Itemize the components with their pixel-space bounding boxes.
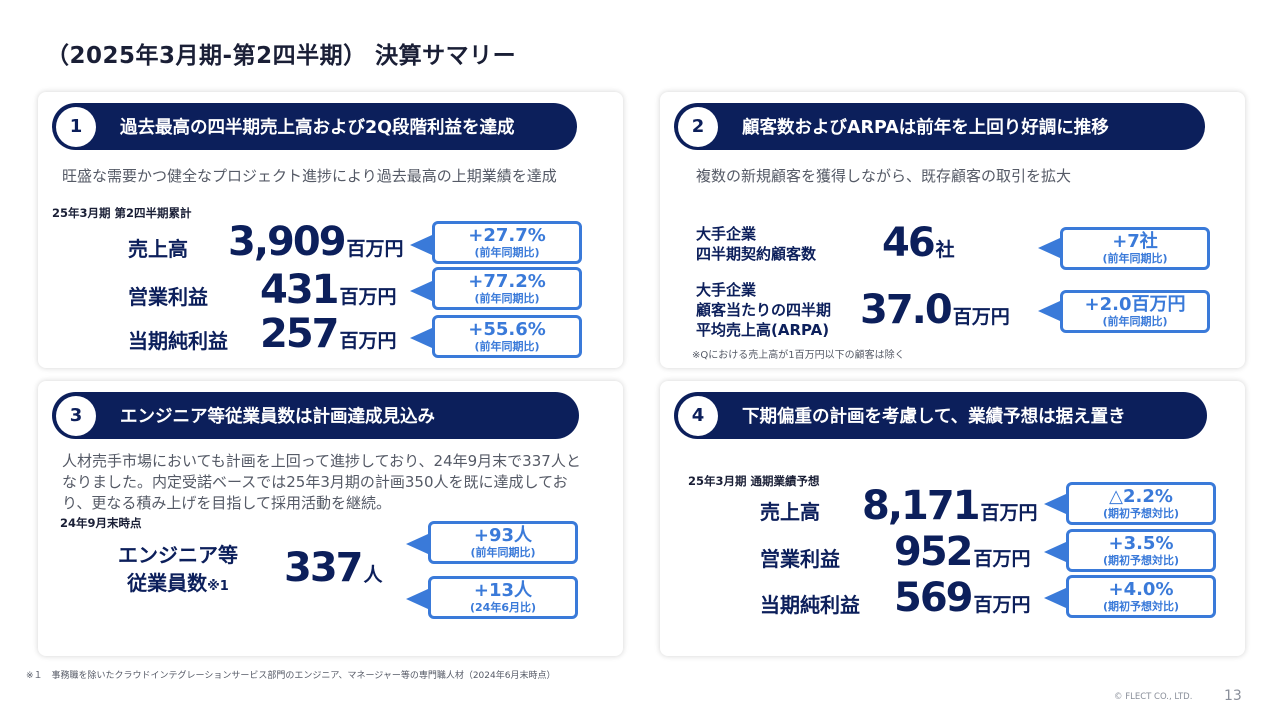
forecast-value-net-income: 569 百万円 xyxy=(894,575,1031,621)
metric-label-net-income: 当期純利益 xyxy=(128,329,228,353)
forecast-label-operating-profit: 営業利益 xyxy=(760,547,840,571)
metric-value-arpa: 37.0 百万円 xyxy=(860,287,1010,333)
card-1-period: 25年3月期 第2四半期累計 xyxy=(52,206,192,220)
change-badge-engineers-yoy: +93人 (前年同期比) xyxy=(428,521,578,564)
forecast-label-sales: 売上高 xyxy=(760,500,820,524)
page-number: 13 xyxy=(1224,688,1242,704)
card-4-number: 4 xyxy=(678,395,718,436)
forecast-badge-operating-profit: +3.5% (期初予想対比) xyxy=(1066,529,1216,572)
card-2-footnote: ※Qにおける売上高が1百万円以下の顧客は除く xyxy=(692,350,905,361)
change-badge-customers: +7社 (前年同期比) xyxy=(1060,227,1210,270)
arrow-left-icon xyxy=(1044,542,1066,562)
change-badge-net-income: +55.6% (前年同期比) xyxy=(432,315,582,358)
card-3-paragraph: 人材売手市場においても計画を上回って進捗しており、24年9月末で337人となりま… xyxy=(62,452,581,512)
arrow-left-icon xyxy=(406,534,428,554)
card-3-number: 3 xyxy=(56,395,96,436)
arrow-left-icon xyxy=(410,235,432,255)
forecast-value-operating-profit: 952 百万円 xyxy=(894,529,1031,575)
card-2-subtitle: 複数の新規顧客を獲得しながら、既存顧客の取引を拡大 xyxy=(696,167,1072,185)
arrow-left-icon xyxy=(1044,494,1066,514)
arrow-left-icon xyxy=(1038,301,1060,321)
metric-value-operating-profit: 431 百万円 xyxy=(260,267,397,313)
card-3-title: エンジニア等従業員数は計画達成見込み xyxy=(120,407,435,427)
copyright: © FLECT CO., LTD. xyxy=(1114,692,1193,702)
card-1-subtitle: 旺盛な需要かつ健全なプロジェクト進捗により過去最高の上期業績を達成 xyxy=(62,167,557,185)
metric-label-customers: 大手企業 四半期契約顧客数 xyxy=(696,225,817,263)
page-title: （2025年3月期-第2四半期） 決算サマリー xyxy=(46,43,517,69)
change-badge-sales: +27.7% (前年同期比) xyxy=(432,221,582,264)
card-2-number: 2 xyxy=(678,106,718,147)
metric-value-engineers: 337 人 xyxy=(284,545,383,591)
card-2-title: 顧客数およびARPAは前年を上回り好調に推移 xyxy=(742,118,1109,138)
card-1-header: 1 過去最高の四半期売上高および2Q段階利益を達成 xyxy=(52,103,577,150)
forecast-badge-sales: △2.2% (期初予想対比) xyxy=(1066,482,1216,525)
card-1-number: 1 xyxy=(56,106,96,147)
page-footnote: ※１ 事務職を除いたクラウドインテグレーションサービス部門のエンジニア、マネージ… xyxy=(26,671,556,681)
arrow-left-icon xyxy=(410,328,432,348)
card-3-period: 24年9月末時点 xyxy=(60,516,142,530)
metric-value-customers: 46 社 xyxy=(882,220,955,266)
summary-card-2: 2 顧客数およびARPAは前年を上回り好調に推移 複数の新規顧客を獲得しながら、… xyxy=(660,92,1245,368)
summary-card-3: 3 エンジニア等従業員数は計画達成見込み 人材売手市場においても計画を上回って進… xyxy=(38,381,623,656)
forecast-badge-net-income: +4.0% (期初予想対比) xyxy=(1066,575,1216,618)
forecast-label-net-income: 当期純利益 xyxy=(760,593,860,617)
arrow-left-icon xyxy=(410,281,432,301)
summary-card-1: 1 過去最高の四半期売上高および2Q段階利益を達成 旺盛な需要かつ健全なプロジェ… xyxy=(38,92,623,368)
arrow-left-icon xyxy=(1038,238,1060,258)
card-2-header: 2 顧客数およびARPAは前年を上回り好調に推移 xyxy=(674,103,1205,150)
arrow-left-icon xyxy=(1044,588,1066,608)
arrow-left-icon xyxy=(406,589,428,609)
card-1-title: 過去最高の四半期売上高および2Q段階利益を達成 xyxy=(120,118,515,138)
metric-label-arpa: 大手企業 顧客当たりの四半期 平均売上高(ARPA) xyxy=(696,281,832,339)
card-4-header: 4 下期偏重の計画を考慮して、業績予想は据え置き xyxy=(674,392,1207,439)
card-4-title: 下期偏重の計画を考慮して、業績予想は据え置き xyxy=(742,407,1126,427)
summary-card-4: 4 下期偏重の計画を考慮して、業績予想は据え置き 25年3月期 通期業績予想 売… xyxy=(660,381,1245,656)
metric-label-engineers: エンジニア等 従業員数※1 xyxy=(118,543,238,595)
metric-value-sales: 3,909 百万円 xyxy=(228,219,404,265)
metric-label-sales: 売上高 xyxy=(128,237,188,261)
card-4-period: 25年3月期 通期業績予想 xyxy=(688,474,820,488)
change-badge-operating-profit: +77.2% (前年同期比) xyxy=(432,267,582,310)
change-badge-engineers-qoq: +13人 (24年6月比) xyxy=(428,576,578,619)
metric-value-net-income: 257 百万円 xyxy=(260,311,397,357)
forecast-value-sales: 8,171 百万円 xyxy=(862,483,1038,529)
change-badge-arpa: +2.0百万円 (前年同期比) xyxy=(1060,290,1210,333)
metric-label-operating-profit: 営業利益 xyxy=(128,285,208,309)
card-3-header: 3 エンジニア等従業員数は計画達成見込み xyxy=(52,392,579,439)
